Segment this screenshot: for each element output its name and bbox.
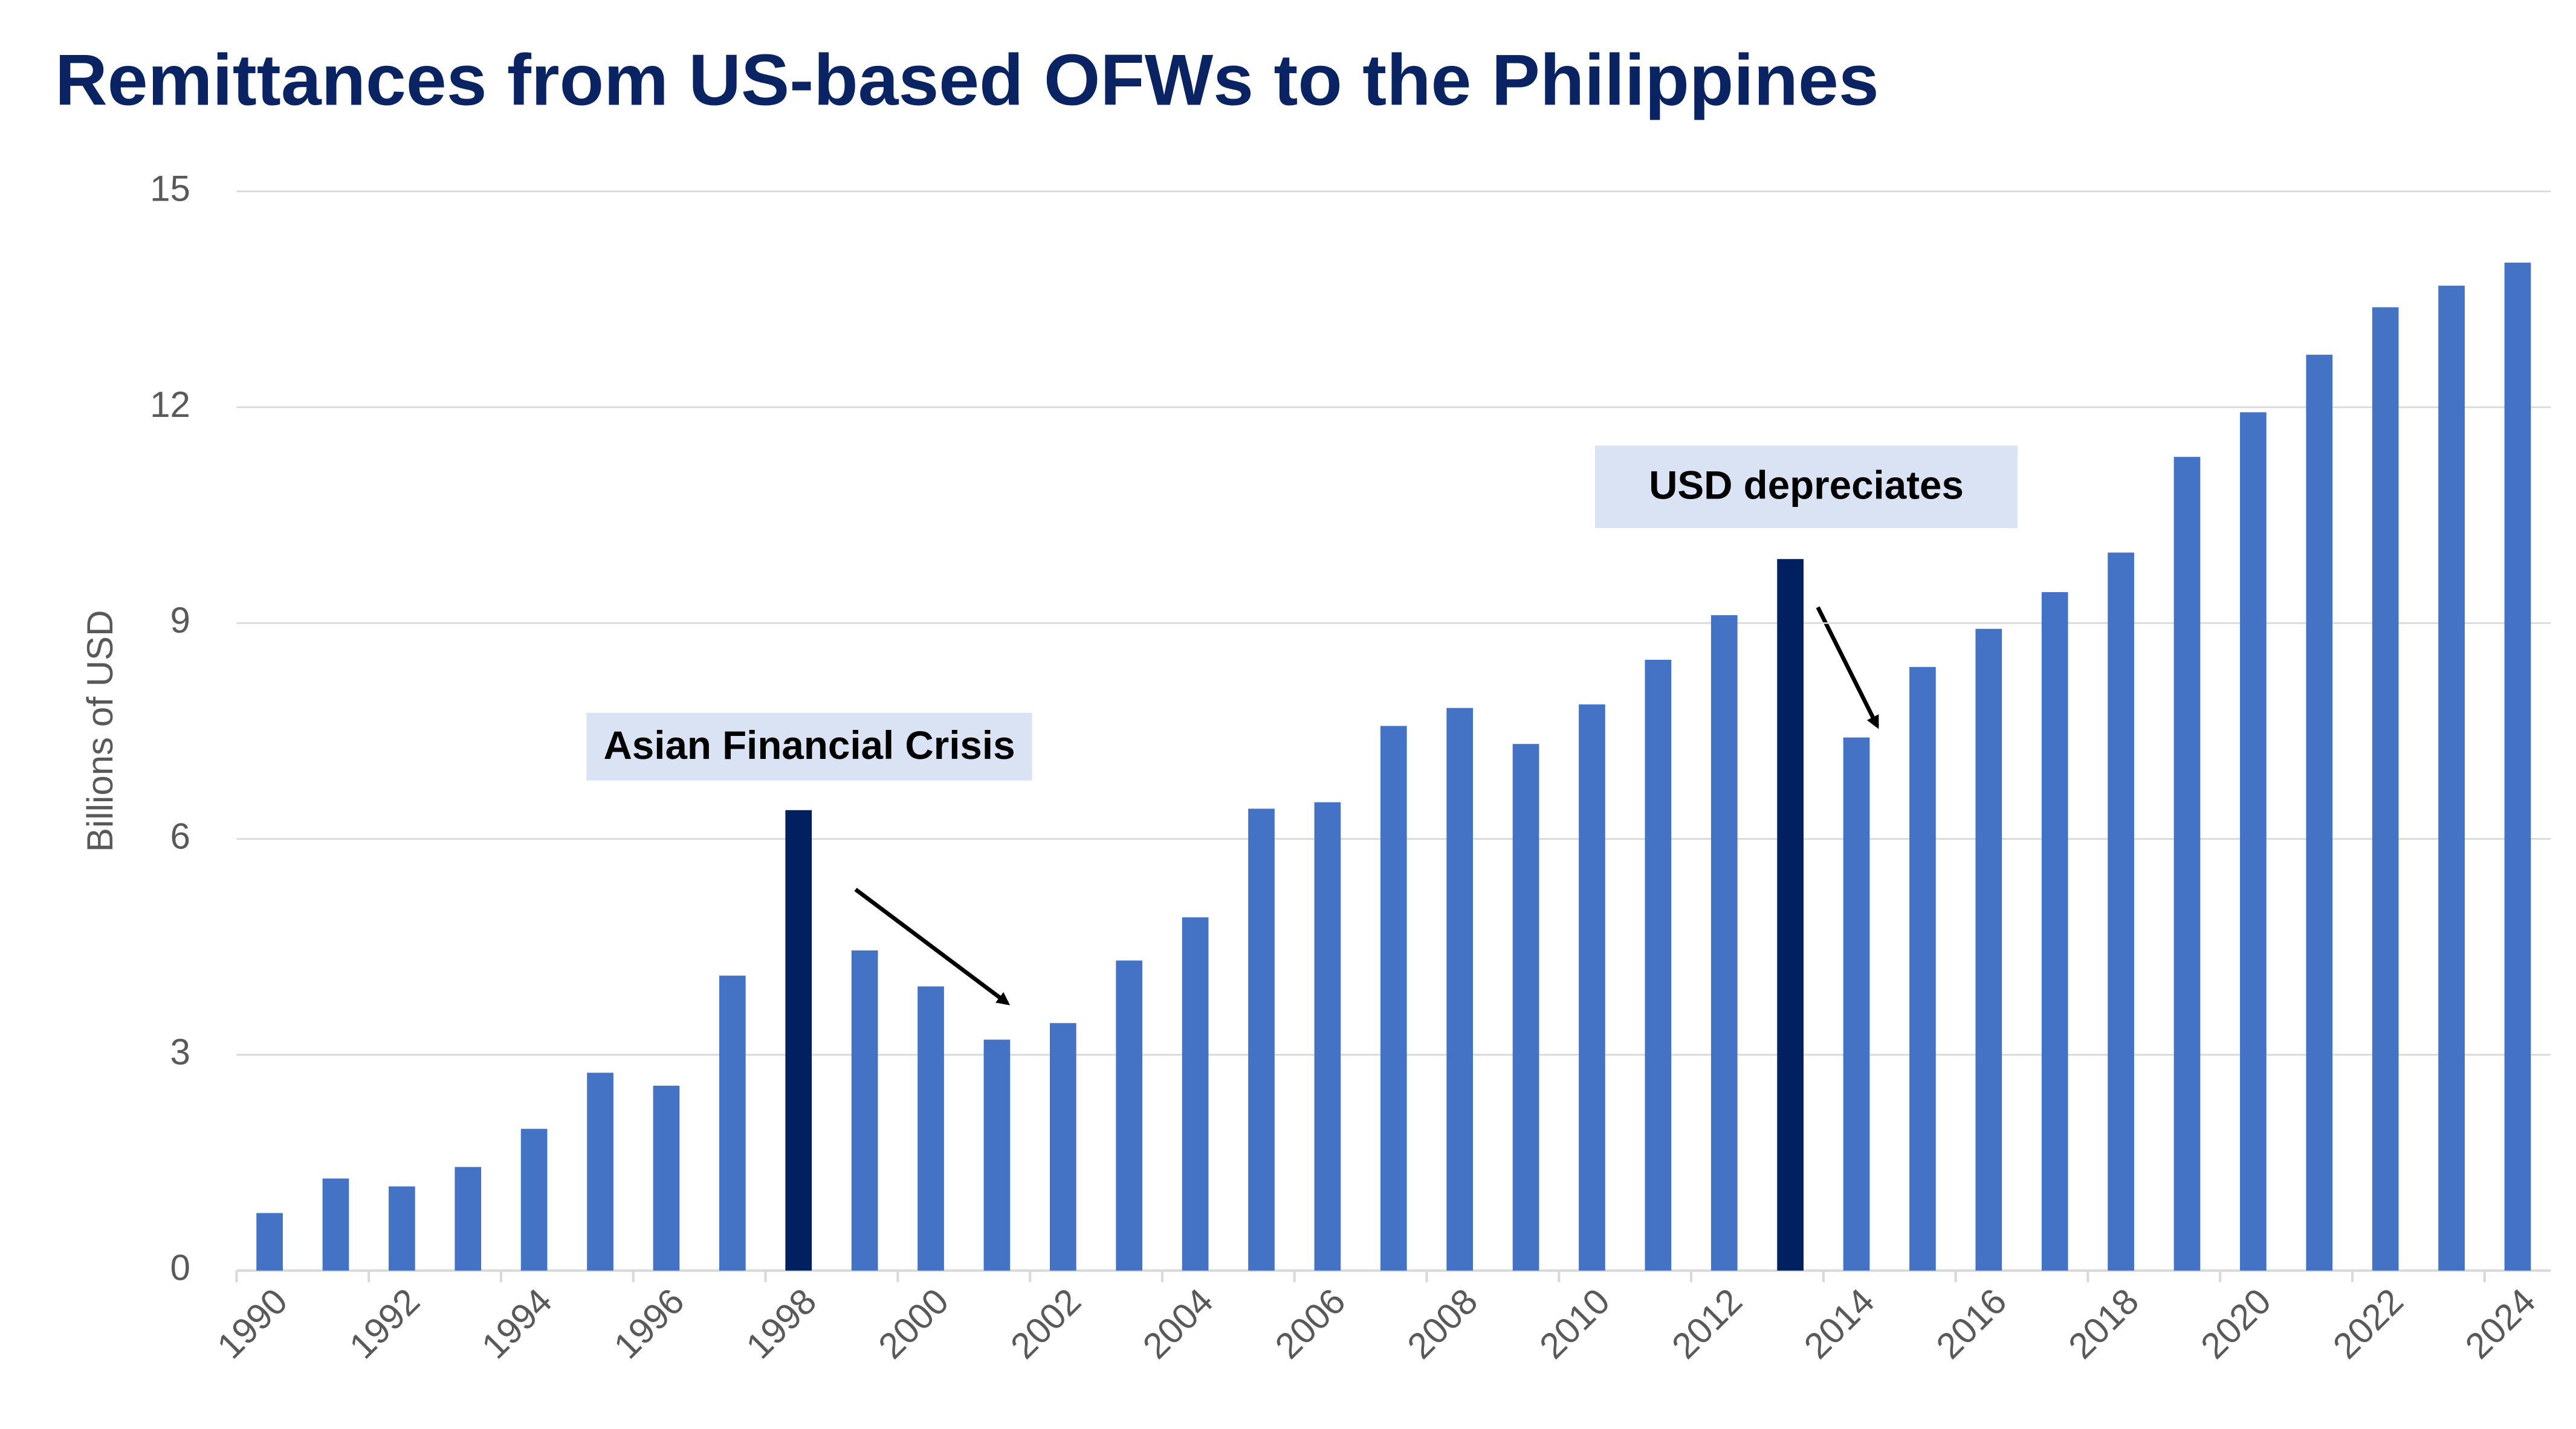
bar: [1710, 615, 1738, 1271]
bar: [785, 810, 812, 1271]
bar: [851, 950, 878, 1271]
annotation-text: USD depreciates: [1649, 463, 1964, 508]
bar: [1116, 960, 1143, 1271]
bar: [1380, 726, 1407, 1271]
bar: [520, 1129, 548, 1271]
bar: [1049, 1023, 1076, 1271]
annotation-box: [1594, 445, 2018, 528]
bar: [1579, 704, 1605, 1271]
annotation-text: Asian Financial Crisis: [604, 723, 1015, 767]
y-tick-label: 15: [150, 169, 190, 209]
bar: [719, 975, 746, 1271]
bar: [322, 1178, 349, 1271]
bar: [2041, 592, 2068, 1271]
bar: [2173, 457, 2201, 1271]
bar: [983, 1039, 1011, 1271]
bar: [587, 1073, 613, 1271]
bar: [389, 1186, 415, 1271]
bar: [1909, 666, 1936, 1271]
bar: [1843, 737, 1870, 1271]
arrow: [1816, 606, 1880, 729]
bar: [2438, 285, 2465, 1271]
y-tick-label: 0: [170, 1248, 190, 1288]
bar: [1314, 802, 1341, 1271]
bar: [2306, 355, 2333, 1271]
annotation-box: [586, 712, 1032, 781]
y-tick-label: 12: [150, 384, 190, 425]
bar: [1975, 628, 2002, 1271]
chart-title: Remittances from US-based OFWs to the Ph…: [55, 40, 1879, 121]
y-axis-label: Billions of USD: [80, 610, 120, 852]
bar: [1777, 559, 1804, 1271]
bar: [2240, 412, 2267, 1271]
y-tick-label: 9: [170, 600, 190, 640]
y-tick-label: 3: [170, 1031, 190, 1072]
bar: [917, 986, 944, 1271]
bar: [256, 1213, 283, 1271]
y-tick-label: 6: [170, 816, 190, 856]
bar: [455, 1167, 482, 1271]
bar: [2372, 307, 2399, 1271]
bar: [1182, 917, 1209, 1271]
bar: [2108, 552, 2134, 1271]
bar: [1446, 708, 1474, 1271]
bar: [1512, 744, 1539, 1271]
arrow: [854, 888, 1011, 1005]
bar: [1645, 659, 1672, 1271]
bar: [2504, 262, 2531, 1271]
bar: [1248, 808, 1275, 1271]
bar: [653, 1085, 680, 1271]
